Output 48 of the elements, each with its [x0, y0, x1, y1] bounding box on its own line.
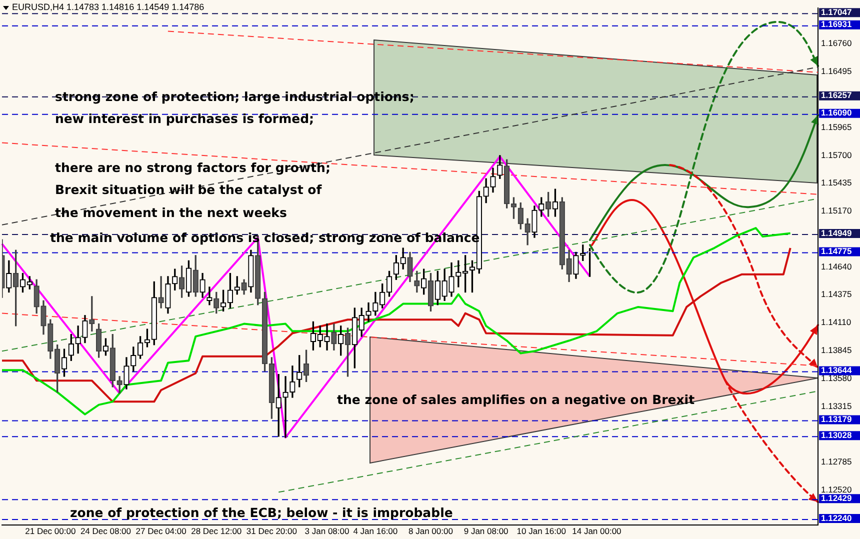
ref-line-label: 1.13028: [821, 430, 852, 440]
y-tick-label: 1.15435: [821, 178, 852, 188]
annotation: there are no strong factors for growth;: [55, 159, 330, 177]
x-tick-label: 24 Dec 08:00: [80, 526, 132, 536]
ref-line-label: 1.13644: [821, 365, 852, 376]
x-tick-label: 14 Jan 00:00: [572, 526, 622, 536]
y-tick-label: 1.16495: [821, 66, 852, 76]
candlestick: [366, 302, 372, 322]
x-tick-label: 28 Dec 12:00: [191, 526, 242, 536]
ref-line-label: 1.14949: [821, 228, 852, 238]
annotation: new interest in purchases is formed;: [55, 110, 314, 128]
candlestick: [206, 286, 212, 306]
annotation: zone of protection of the ECB; below - it is improbable: [70, 504, 453, 522]
annotation: the movement in the next weeks: [55, 204, 287, 222]
ref-line-label: 1.14775: [821, 246, 852, 256]
y-tick-label: 1.13580: [821, 372, 852, 383]
ref-line-label: 1.13179: [821, 414, 852, 424]
x-tick-label: 21 Dec 00:00: [25, 526, 76, 536]
y-tick-label: 1.14110: [821, 317, 852, 328]
candlestick: [158, 276, 164, 308]
candlestick: [75, 326, 81, 354]
y-tick-label: 1.12785: [821, 456, 852, 467]
x-tick-label: 27 Dec 04:00: [136, 526, 187, 536]
y-tick-label: 1.12520: [821, 484, 852, 494]
ref-line-label: 1.16257: [821, 90, 852, 100]
candlestick: [116, 376, 122, 394]
y-tick-label: 1.14640: [821, 261, 852, 272]
y-tick-label: 1.13845: [821, 344, 852, 355]
x-tick-label: 10 Jan 16:00: [516, 526, 566, 536]
ref-line-label: 1.16090: [821, 108, 852, 118]
x-tick-label: 4 Jan 16:00: [353, 526, 398, 536]
candlestick: [282, 376, 288, 438]
x-tick-label: 9 Jan 08:00: [464, 526, 509, 536]
y-tick-label: 1.15965: [821, 122, 852, 132]
candlestick: [324, 323, 330, 350]
x-tick-label: 8 Jan 00:00: [408, 526, 454, 536]
y-tick-label: 1.16760: [821, 38, 852, 48]
chart-title: EURUSD,H4 1.14783 1.14816 1.14549 1.14786: [12, 2, 204, 12]
y-tick-label: 1.15170: [821, 206, 852, 216]
y-tick-label: 1.15700: [821, 150, 852, 160]
x-tick-label: 3 Jan 08:00: [304, 526, 350, 536]
y-tick-label: 1.14375: [821, 289, 852, 300]
ref-line-label: 1.17047: [821, 7, 852, 18]
y-tick-label: 1.13315: [821, 400, 852, 411]
ref-line-label: 1.12429: [821, 492, 852, 503]
ref-line-label: 1.16931: [821, 19, 852, 30]
x-tick-label: 31 Dec 20:00: [246, 526, 298, 536]
ref-line-label: 1.12240: [821, 512, 852, 523]
